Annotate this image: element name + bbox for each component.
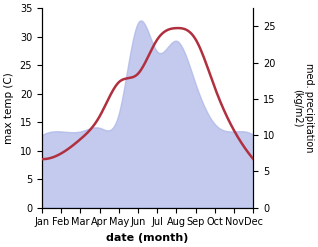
Y-axis label: med. precipitation
(kg/m2): med. precipitation (kg/m2)	[292, 63, 314, 153]
X-axis label: date (month): date (month)	[107, 233, 189, 243]
Y-axis label: max temp (C): max temp (C)	[4, 72, 14, 144]
